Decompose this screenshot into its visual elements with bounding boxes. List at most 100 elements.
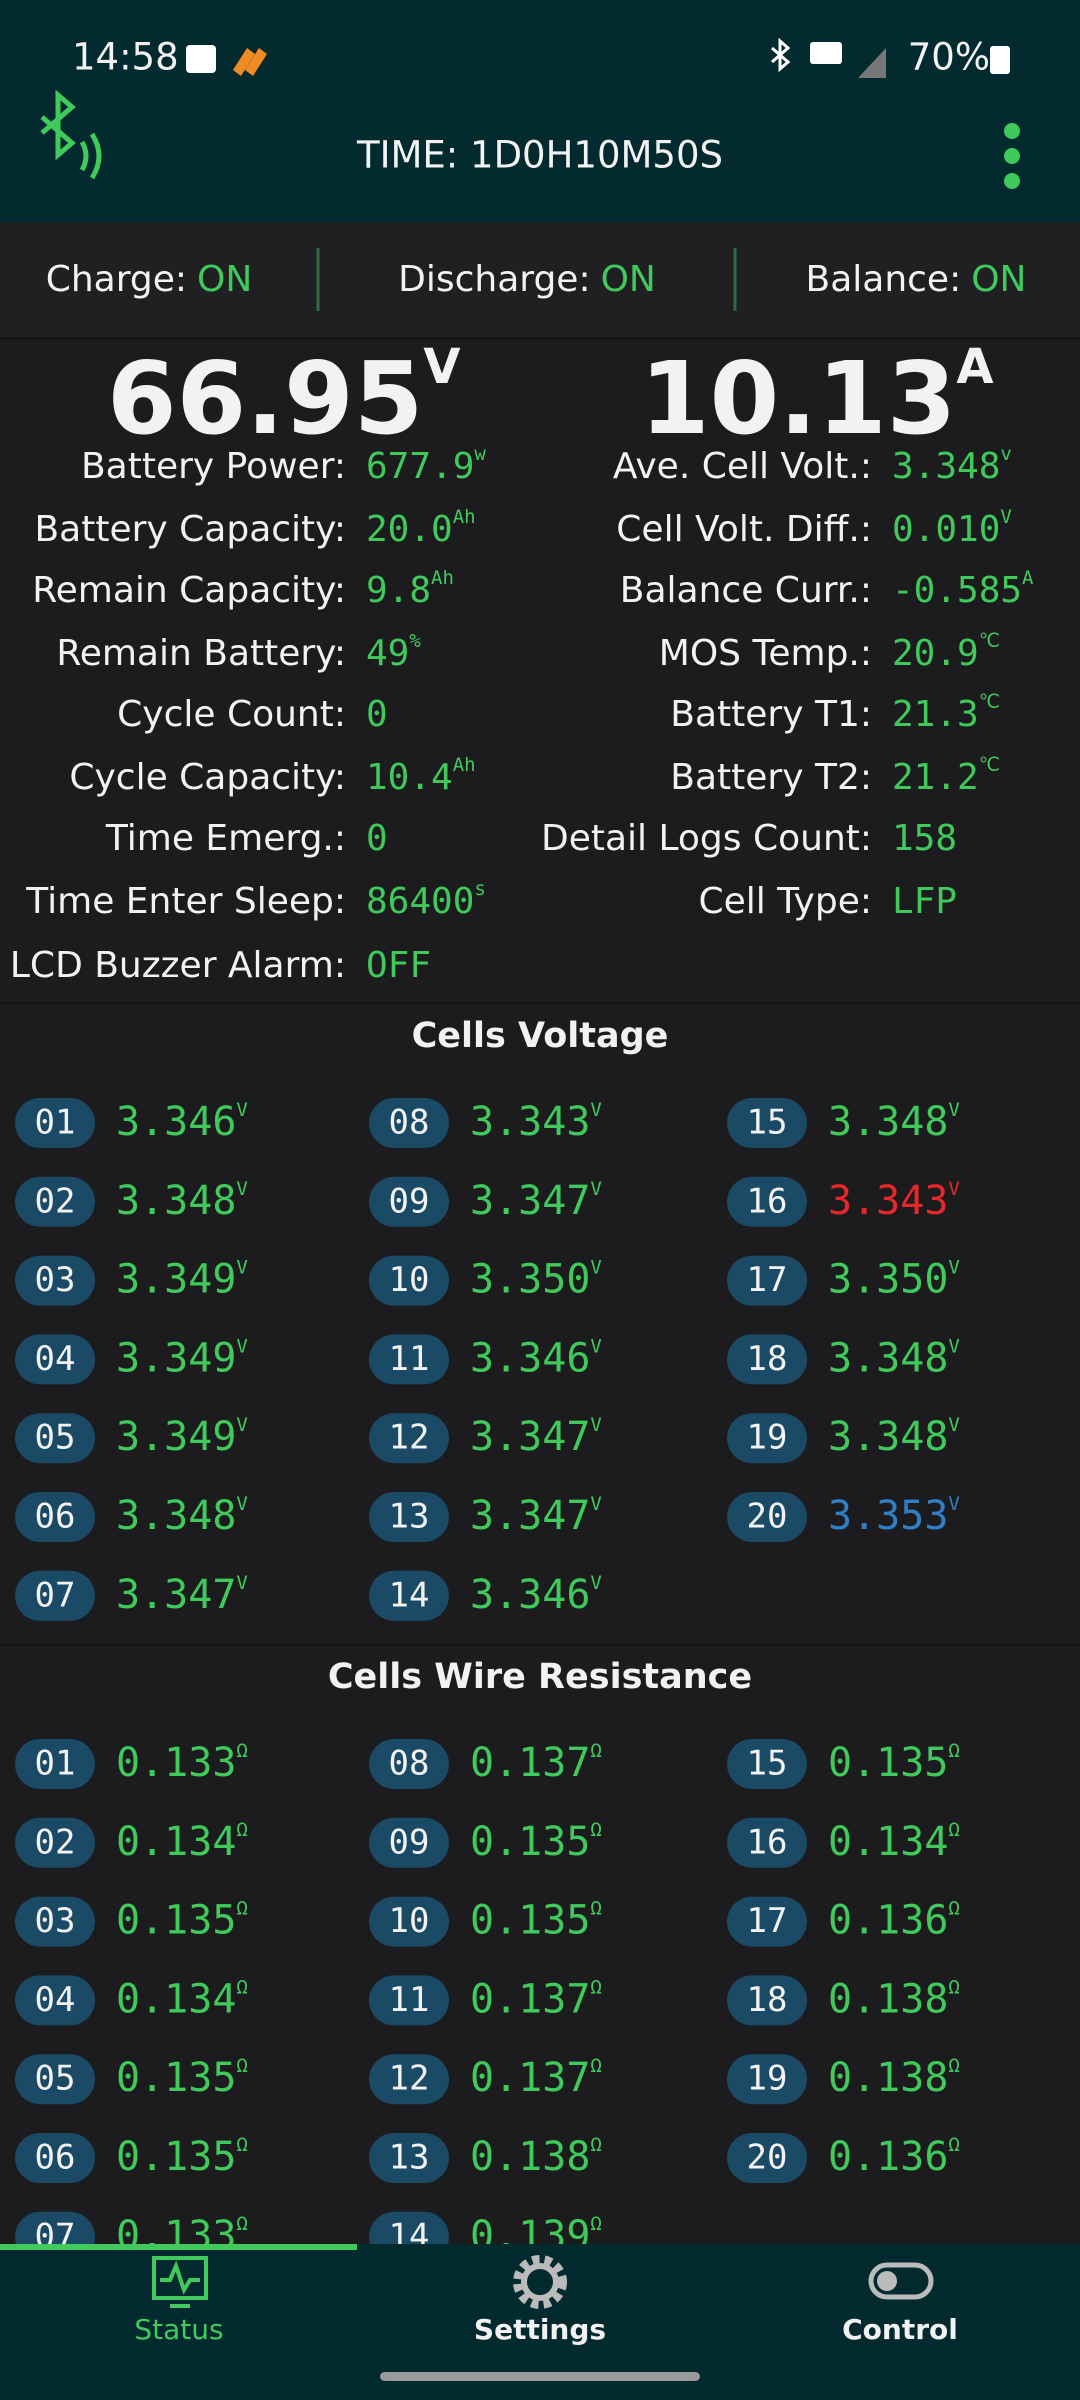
detail-unit: v <box>1000 443 1011 465</box>
header-title: TIME: 1D0H10M50S <box>356 134 723 177</box>
app-icon <box>233 48 267 76</box>
battery-icon <box>990 46 1010 74</box>
menu-dot <box>1004 123 1020 139</box>
detail-label: Battery Power: <box>81 446 346 487</box>
cell-unit: Ω <box>948 1740 959 1762</box>
cell-id: 19 <box>747 1418 788 1458</box>
cell-reading: 0.135Ω <box>116 2055 248 2102</box>
detail-value: -0.585 <box>892 570 1022 611</box>
cell-value: 3.346 <box>470 1572 590 1618</box>
cell-value: 0.135 <box>828 1740 948 1786</box>
cell-badge <box>369 1817 449 1868</box>
cell: 01 3.346V <box>15 1098 248 1148</box>
cell-value: 3.347 <box>470 1178 590 1224</box>
signal-waves <box>79 132 102 180</box>
settings-tab[interactable]: Settings <box>474 2255 606 2346</box>
cell-reading: 3.348V <box>828 1335 960 1382</box>
cell-reading: 0.138Ω <box>470 2134 602 2181</box>
cell-value: 0.134 <box>116 1819 236 1865</box>
cell-value: 3.348 <box>828 1099 948 1145</box>
cell-unit: V <box>948 1177 959 1199</box>
cell-value: 0.135 <box>470 1898 590 1944</box>
menu-dot <box>1004 173 1020 189</box>
control-tab[interactable]: Control <box>842 2262 958 2346</box>
detail-unit: Ah <box>453 506 476 528</box>
cell-unit: V <box>236 1414 247 1436</box>
cell-unit: Ω <box>590 1976 601 1998</box>
cell-value: 3.350 <box>828 1257 948 1303</box>
cell-value: 0.134 <box>116 1976 236 2022</box>
switch-value: ON <box>601 259 656 300</box>
cell-badge <box>369 1098 449 1148</box>
cell-reading: 3.343V <box>828 1177 960 1224</box>
detail-label: Ave. Cell Volt.: <box>613 446 872 487</box>
cell-value: 0.137 <box>470 1976 590 2022</box>
cell-reading: 0.138Ω <box>828 1976 960 2023</box>
cell-badge <box>727 1975 807 2026</box>
detail-label: Battery T2: <box>670 757 872 798</box>
cell-unit: Ω <box>590 1818 601 1840</box>
cell-badge <box>727 1896 807 1947</box>
cell-unit: Ω <box>948 1818 959 1840</box>
menu-button[interactable] <box>1004 123 1020 189</box>
tab-label: Settings <box>474 2313 606 2346</box>
cell-value: 3.348 <box>828 1414 948 1460</box>
cell-reading: 0.136Ω <box>828 1897 960 1944</box>
divider <box>0 337 1080 340</box>
cell-badge <box>15 1896 95 1947</box>
cell-unit: Ω <box>948 2134 959 2156</box>
detail-value: 86400 <box>366 881 474 922</box>
bluetooth-button[interactable] <box>40 89 102 180</box>
cell-unit: Ω <box>236 2055 247 2077</box>
cell-value: 0.135 <box>470 1819 590 1865</box>
pulse-icon <box>160 2260 200 2308</box>
clock: 14:58 <box>72 36 179 79</box>
cell-reading: 0.137Ω <box>470 1976 602 2023</box>
cell-badge <box>369 1570 449 1621</box>
cell-id: 17 <box>747 1260 788 1300</box>
cell-unit: V <box>236 1571 247 1593</box>
detail-label: Detail Logs Count: <box>541 818 872 859</box>
detail-reading: 0.010V <box>892 506 1012 551</box>
cell-reading: 3.346V <box>116 1099 248 1146</box>
status-tab[interactable]: Status <box>134 2256 224 2346</box>
cell: 18 3.348V <box>727 1334 960 1385</box>
cell-badge <box>727 2133 807 2183</box>
cell-badge <box>15 1570 95 1621</box>
cell-id: 15 <box>747 1744 788 1784</box>
cell-badge <box>369 1492 449 1542</box>
cell-id: 01 <box>35 1103 76 1143</box>
detail-reading: -0.585A <box>892 567 1034 612</box>
cell-badge <box>15 1975 95 2026</box>
voltage-reading: 66.95V <box>107 339 460 457</box>
cell: 03 3.349V <box>15 1255 248 1306</box>
cell-unit: V <box>948 1099 959 1121</box>
detail-label: Remain Battery: <box>56 633 346 674</box>
cell: 05 0.135Ω <box>15 2054 248 2105</box>
tab-label: Control <box>842 2313 958 2346</box>
cell-value: 3.346 <box>470 1335 590 1381</box>
cell-reading: 3.349V <box>116 1335 248 1382</box>
detail-label: Balance Curr.: <box>620 570 872 611</box>
cell-badge <box>369 1255 449 1306</box>
bluetooth-status-icon <box>771 37 791 73</box>
cell-reading: 3.350V <box>470 1256 602 1303</box>
cell-unit: V <box>948 1256 959 1278</box>
cell-reading: 0.136Ω <box>828 2134 960 2181</box>
cell-id: 07 <box>35 1575 76 1615</box>
cell-id: 08 <box>389 1103 430 1143</box>
detail-label: Battery Capacity: <box>34 509 346 550</box>
cell-id: 03 <box>35 1260 76 1300</box>
cell: 17 0.136Ω <box>727 1896 960 1947</box>
detail-reading: 677.9w <box>366 443 486 488</box>
cell: 15 3.348V <box>727 1098 960 1148</box>
cell-reading: 0.134Ω <box>116 1818 248 1865</box>
cell-id: 09 <box>389 1181 430 1221</box>
switch-row-bg <box>0 222 1080 337</box>
cell-value: 3.349 <box>116 1257 236 1303</box>
signal-icon <box>858 48 886 78</box>
cell: 17 3.350V <box>727 1255 960 1306</box>
cell-id: 09 <box>389 1822 430 1862</box>
